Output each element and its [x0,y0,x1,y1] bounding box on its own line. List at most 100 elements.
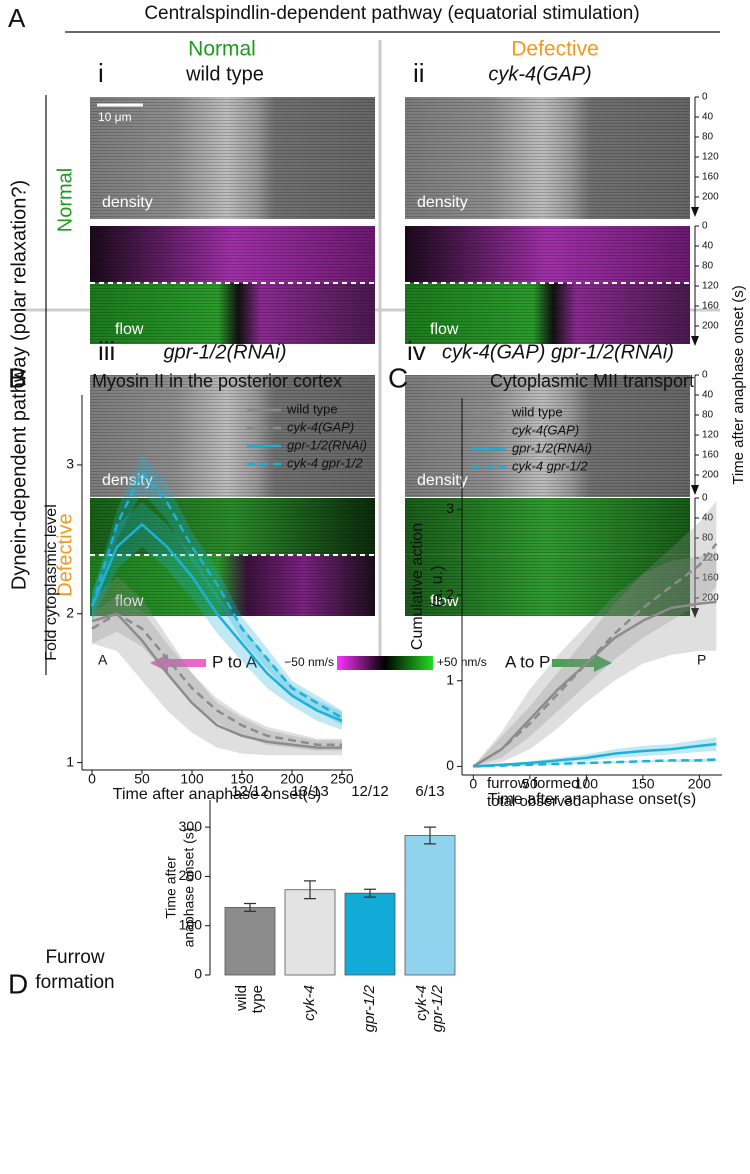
time-tick-label: 160 [702,301,719,312]
genotype: gpr-1/2(RNAi) [164,341,287,363]
y-tick-label: 1 [66,753,74,769]
flow-texture [90,498,375,616]
posterior-label: P [697,652,706,668]
row-axis-label: Dynein-dependent pathway (polar relaxati… [8,180,30,590]
error-bar [304,880,316,900]
x-axis-label: Time after anaphase onset(s) [488,791,696,808]
time-arrow [691,608,699,618]
series-line [472,600,717,768]
time-tick-label: 200 [702,470,719,481]
scale-min-label: −50 nm/s [284,655,334,669]
x-tick-label: gpr-1/2 [361,984,378,1032]
time-tick-label: 120 [702,553,719,564]
column-header: Normal [188,38,256,61]
error-band [92,453,342,726]
series-line [91,612,342,746]
panel-title: Centralspindlin-dependent pathway (equat… [144,3,639,24]
legend-label: cyk-4 gpr-1/2 [512,458,588,473]
time-tick-label: 0 [702,370,708,381]
chart-title: Furrow [45,947,104,968]
x-tick-label: 0 [88,771,96,787]
time-tick-label: 40 [702,241,714,252]
y-tick-label: 3 [446,500,454,516]
y-tick-label: 300 [179,818,203,834]
legend-label: wild type [511,404,563,419]
flow-label: flow [430,593,459,610]
panel-label: C [388,362,408,393]
error-band [92,576,342,756]
bar [404,835,456,976]
time-tick-label: 200 [702,593,719,604]
time-tick-label: 200 [702,192,719,203]
x-tick-label: 0 [469,776,477,792]
count-note: furrow formed / [487,775,589,792]
panel-label: B [8,362,27,393]
bar [344,892,396,976]
count-label: 12/12 [351,783,389,800]
x-tick-label: 150 [631,776,655,792]
x-tick-label: cyk-4 [301,985,318,1021]
flow-texture [405,226,690,344]
genotype: cyk-4(GAP) gpr-1/2(RNAi) [442,341,674,363]
count-label: 6/13 [415,783,444,800]
y-axis-label: anaphase onset (s) [181,828,197,948]
y-axis-label: (a. u.) [429,566,446,608]
panel-label: D [8,968,28,999]
density-texture [405,375,690,497]
error-bar [424,826,436,845]
row-header: Defective [54,513,76,596]
row-header: Normal [54,168,76,232]
a-to-p-label: A to P [505,652,550,671]
time-axis-label: Time after anaphase onset (s) [730,285,747,485]
series-line [473,742,717,768]
arrow-a-to-p [552,654,612,672]
y-tick-label: 2 [446,586,454,602]
density-label: density [417,194,468,211]
density-label: density [102,194,153,211]
series-line [90,470,343,719]
scale-bar-label: 10 μm [98,110,132,124]
y-tick-label: 0 [194,966,202,982]
time-tick-label: 120 [702,430,719,441]
count-note: total observed [487,793,581,810]
legend-label: gpr-1/2(RNAi) [512,440,592,455]
density-texture [90,375,375,497]
time-tick-label: 160 [702,573,719,584]
count-label: 12/12 [231,783,269,800]
time-arrow [691,207,699,217]
error-band [92,595,342,751]
time-tick-label: 80 [702,410,714,421]
error-bar [364,888,376,898]
time-tick-label: 80 [702,132,714,143]
panel-label: A [8,3,26,33]
series-line [473,758,717,768]
x-tick-label: 100 [180,771,204,787]
flow-label: flow [115,593,144,610]
x-tick-label: 50 [522,776,538,792]
error-band [473,500,717,767]
y-tick-label: 1 [446,671,454,687]
density-texture [405,97,690,219]
column-header: Defective [511,38,599,61]
density-texture [90,97,375,219]
x-tick-label: 250 [330,771,354,787]
legend-label: gpr-1/2(RNAi) [287,437,367,452]
density-label: density [102,472,153,489]
bar [284,889,336,976]
time-tick-label: 40 [702,112,714,123]
genotype: cyk-4(GAP) [488,63,591,85]
time-tick-label: 200 [702,321,719,332]
y-tick-label: 0 [446,757,454,773]
y-axis-label: Time after [163,856,179,919]
time-tick-label: 160 [702,172,719,183]
panel-numeral: iv [407,336,426,366]
chart-title: Myosin II in the posterior cortex [92,371,342,391]
y-tick-label: 2 [66,604,74,620]
time-tick-label: 40 [702,390,714,401]
colorbar [337,656,433,670]
y-tick-label: 200 [179,867,203,883]
panel-numeral: iii [98,336,115,366]
y-axis-label: Cumulative action [409,523,426,650]
panel-numeral: ii [413,58,425,88]
